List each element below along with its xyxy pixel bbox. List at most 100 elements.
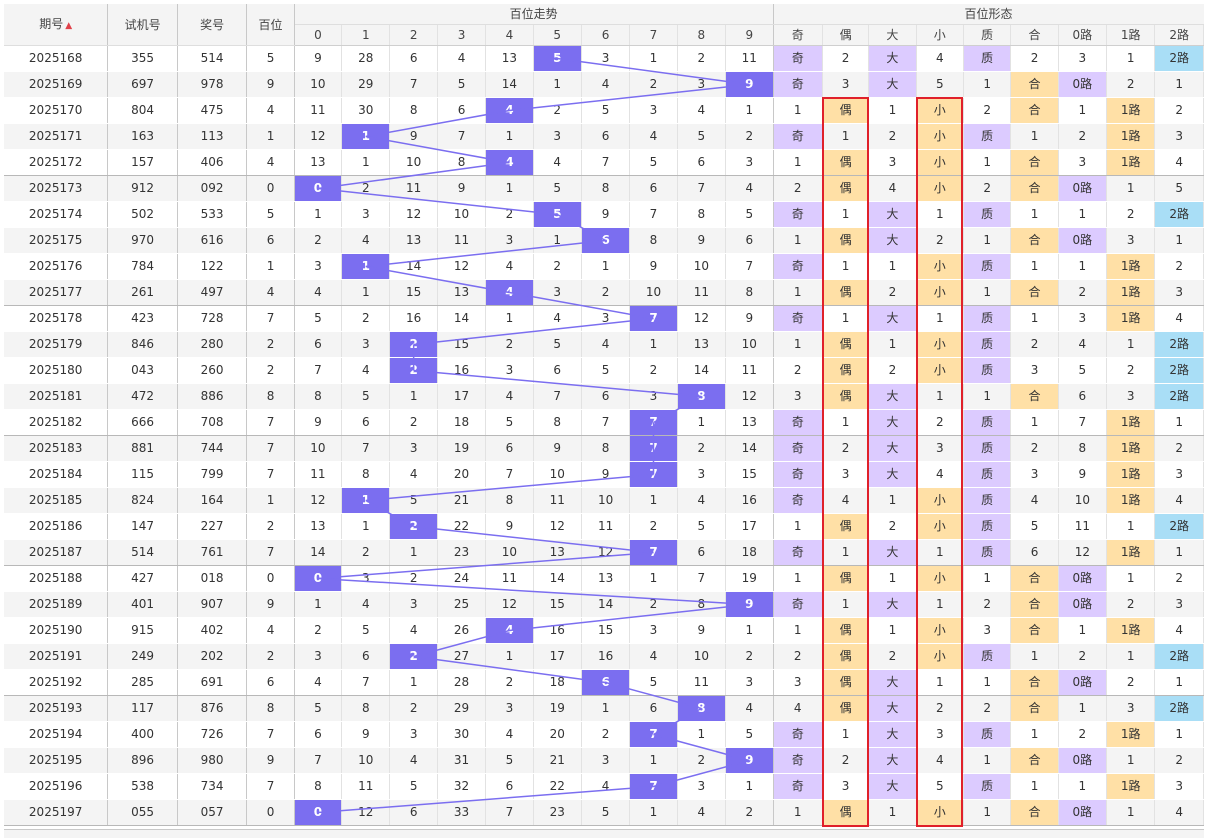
form-cell-4: 3	[963, 617, 1012, 644]
form-cell-8: 4	[1154, 149, 1204, 176]
trend-digit-header: 5	[533, 24, 582, 46]
trend-omission-cell: 3	[294, 253, 343, 280]
form-cell-3: 4	[916, 45, 964, 72]
group-header-form: 百位形态	[773, 4, 1204, 25]
form-cell-6: 2	[1058, 643, 1108, 670]
trend-omission-cell: 2	[485, 201, 534, 228]
trend-omission-cell: 3	[629, 617, 678, 644]
trend-omission-cell: 9	[533, 435, 582, 462]
trend-omission-cell: 8	[294, 773, 343, 800]
trend-omission-cell: 3	[485, 357, 534, 384]
sort-up-icon[interactable]: ▲	[65, 20, 73, 31]
trend-omission-cell: 14	[294, 539, 343, 566]
test-number-cell: 912	[107, 175, 178, 202]
form-cell-5: 1	[1010, 253, 1059, 280]
trend-omission-cell: 5	[629, 149, 678, 176]
form-cell-8: 2路	[1154, 513, 1204, 540]
trend-omission-cell: 7	[437, 123, 487, 150]
form-cell-6: 9	[1058, 461, 1108, 488]
form-cell-6: 3	[1058, 149, 1108, 176]
form-cell-4: 1	[963, 71, 1012, 98]
trend-omission-cell: 4	[629, 643, 678, 670]
table-row: 2025194 400 726 7 6 9 3 30 4 20 2 7 1 5 奇 1 大 3 质 1 2 1路 1	[4, 721, 1204, 748]
trend-omission-cell: 5	[677, 513, 727, 540]
trend-omission-cell: 4	[677, 799, 727, 826]
test-number-cell: 784	[107, 253, 178, 280]
period-cell: 2025189	[4, 591, 109, 618]
form-cell-4: 质	[963, 357, 1012, 384]
trend-omission-cell: 13	[294, 149, 343, 176]
form-cell-3: 1	[916, 201, 964, 228]
table-row: 2025195 896 980 9 7 10 4 31 5 21 3 1 2 9 奇 2 大 4 1 合 0路 1 2	[4, 747, 1204, 774]
form-cell-2: 大	[868, 747, 917, 774]
trend-omission-cell: 1	[389, 669, 438, 696]
col-header-period[interactable]: 期号 ▲	[4, 4, 109, 46]
trend-omission-cell: 6	[485, 773, 534, 800]
form-cell-0: 1	[773, 617, 823, 644]
hundreds-cell: 5	[246, 201, 295, 228]
trend-omission-cell: 4	[677, 97, 727, 124]
trend-hit-cell: 0	[294, 799, 343, 826]
period-cell: 2025175	[4, 227, 109, 254]
prize-number-cell: 018	[177, 565, 248, 592]
hundreds-cell: 7	[246, 305, 295, 332]
form-cell-0: 1	[773, 331, 823, 358]
trend-omission-cell: 2	[581, 721, 631, 748]
trend-omission-cell: 16	[581, 643, 631, 670]
form-cell-3: 小	[916, 331, 964, 358]
form-cell-5: 合	[1010, 149, 1059, 176]
form-cell-3: 小	[916, 799, 964, 826]
test-number-cell: 427	[107, 565, 178, 592]
trend-omission-cell: 4	[294, 669, 343, 696]
trend-hit-cell: 4	[485, 279, 534, 306]
form-cell-0: 1	[773, 799, 823, 826]
form-cell-1: 2	[822, 435, 870, 462]
form-cell-8: 1	[1154, 539, 1204, 566]
trend-omission-cell: 6	[629, 695, 678, 722]
form-cell-8: 2	[1154, 253, 1204, 280]
form-cell-4: 质	[963, 201, 1012, 228]
trend-omission-cell: 5	[677, 123, 727, 150]
trend-omission-cell: 2	[485, 331, 534, 358]
form-cell-8: 1	[1154, 71, 1204, 98]
form-cell-8: 3	[1154, 123, 1204, 150]
trend-omission-cell: 1	[533, 71, 582, 98]
trend-omission-cell: 7	[485, 461, 534, 488]
hundreds-cell: 8	[246, 383, 295, 410]
trend-omission-cell: 3	[341, 331, 391, 358]
trend-omission-cell: 5	[533, 331, 582, 358]
prize-number-cell: 280	[177, 331, 248, 358]
form-cell-1: 偶	[822, 279, 870, 306]
trend-digit-header: 2	[389, 24, 438, 46]
trend-omission-cell: 3	[677, 71, 727, 98]
trend-hit-cell: 5	[533, 45, 582, 72]
table-row: 2025188 427 018 0 0 3 2 24 11 14 13 1 7 19 1 偶 1 小 1 合 0路 1 2	[4, 565, 1204, 592]
trend-omission-cell: 11	[389, 175, 438, 202]
form-cell-1: 2	[822, 45, 870, 72]
trend-omission-cell: 1	[485, 305, 534, 332]
trend-omission-cell: 3	[677, 461, 727, 488]
trend-omission-cell: 3	[677, 773, 727, 800]
trend-omission-cell: 18	[437, 409, 487, 436]
form-cell-7: 1路	[1106, 149, 1156, 176]
trend-omission-cell: 1	[294, 591, 343, 618]
form-cell-4: 2	[963, 97, 1012, 124]
form-cell-7: 1路	[1106, 721, 1156, 748]
form-col-header: 合	[1010, 24, 1059, 46]
form-cell-6: 0路	[1058, 71, 1108, 98]
form-cell-4: 质	[963, 45, 1012, 72]
form-cell-8: 2路	[1154, 695, 1204, 722]
trend-omission-cell: 14	[581, 591, 631, 618]
table-footer-strip	[4, 829, 1204, 838]
trend-omission-cell: 12	[581, 539, 631, 566]
trend-omission-cell: 7	[389, 71, 438, 98]
period-cell: 2025173	[4, 175, 109, 202]
form-cell-0: 1	[773, 513, 823, 540]
test-number-cell: 400	[107, 721, 178, 748]
prize-number-cell: 761	[177, 539, 248, 566]
trend-hit-cell: 9	[725, 747, 774, 774]
trend-omission-cell: 12	[341, 799, 391, 826]
form-cell-0: 2	[773, 357, 823, 384]
form-cell-7: 1路	[1106, 773, 1156, 800]
